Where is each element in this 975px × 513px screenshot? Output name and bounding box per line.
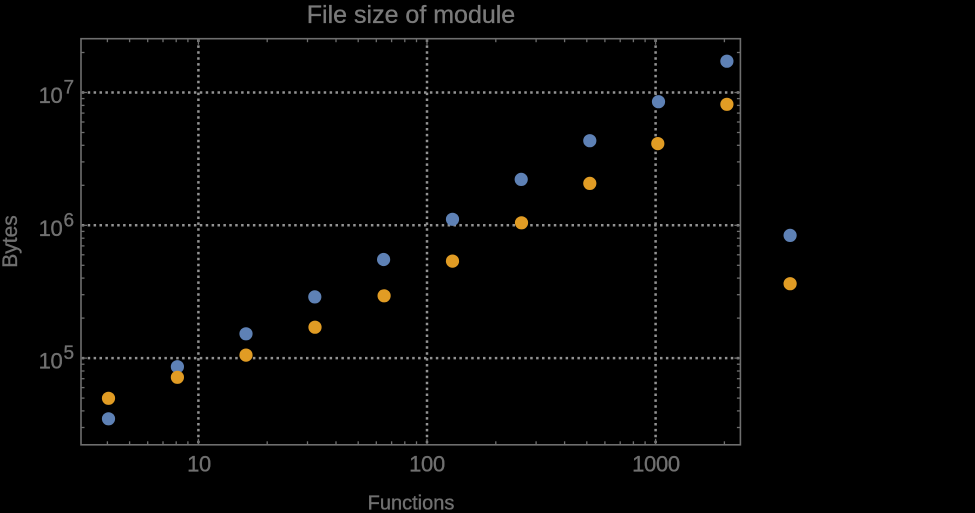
svg-text:7: 7 xyxy=(64,78,75,99)
svg-text:Bytes: Bytes xyxy=(0,215,22,268)
svg-text:Functions: Functions xyxy=(368,493,455,513)
svg-text:10: 10 xyxy=(187,451,211,476)
svg-text:10: 10 xyxy=(39,349,63,374)
svg-text:10: 10 xyxy=(39,216,63,241)
svg-text:File size of module: File size of module xyxy=(307,1,515,29)
svg-text:10: 10 xyxy=(39,83,63,108)
svg-text:1000: 1000 xyxy=(632,451,680,476)
svg-text:100: 100 xyxy=(409,451,445,476)
svg-text:5: 5 xyxy=(64,343,75,364)
svg-text:6: 6 xyxy=(64,210,75,231)
